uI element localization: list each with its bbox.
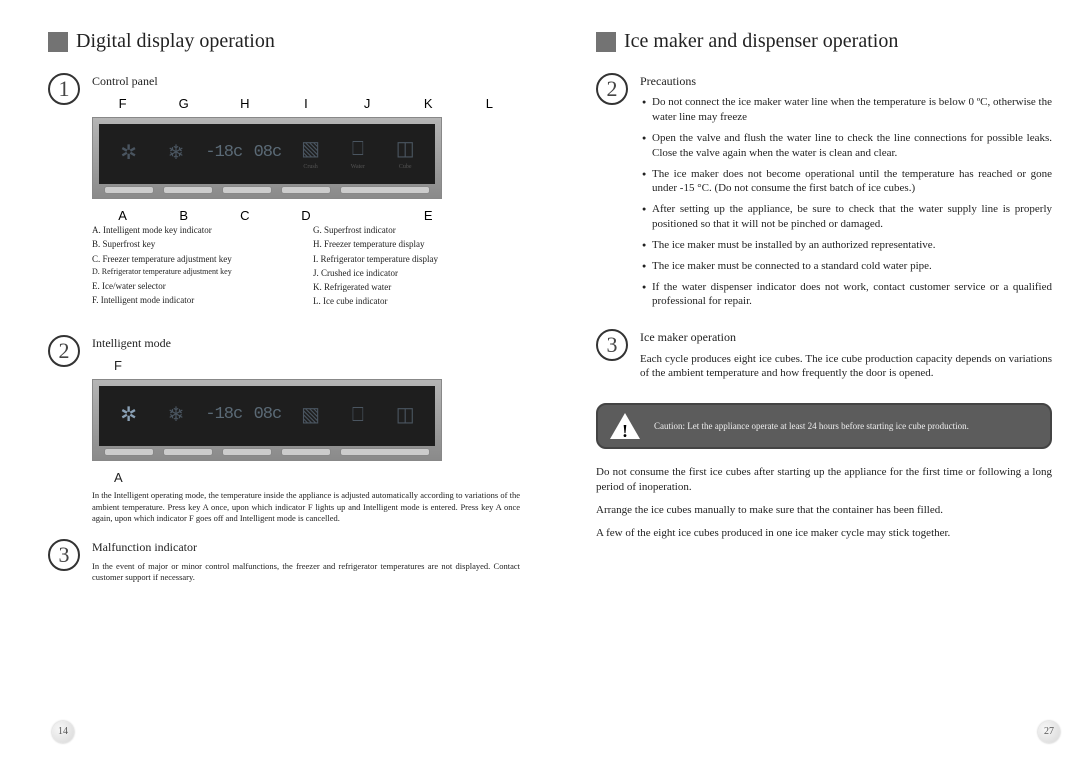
caution-box: Caution: Let the appliance operate at le… (596, 403, 1052, 449)
page-title: Digital display operation (76, 28, 275, 55)
intelligent-mode-body: In the Intelligent operating mode, the t… (92, 490, 520, 524)
heading-right: Ice maker and dispenser operation (596, 28, 1052, 55)
fridge-temp-display: 08c (254, 142, 282, 165)
section-control-panel: 1 Control panel F G H I J K L ✲ ❄ -18c 0… (48, 73, 520, 321)
fridge-temp-display: 08c (254, 404, 282, 427)
water-icon: ⎕ (340, 402, 376, 429)
section-intelligent-mode: 2 Intelligent mode F ✲ ❄ -18c 08c ▧ ⎕ ◫ (48, 335, 520, 525)
step-number-1: 1 (48, 73, 80, 105)
panel-bottom-labels: A B C D E (92, 207, 520, 225)
intelligent-icon: ✲ (111, 402, 147, 429)
panel-button (281, 448, 331, 456)
section-ice-maker-operation: 3 Ice maker operation Each cycle produce… (596, 329, 1052, 389)
list-item: Do not connect the ice maker water line … (642, 95, 1052, 125)
step-number-3: 3 (596, 329, 628, 361)
section-precautions: 2 Precautions Do not connect the ice mak… (596, 73, 1052, 315)
ice-maker-p3: A few of the eight ice cubes produced in… (596, 526, 1052, 541)
precautions-list: Do not connect the ice maker water line … (640, 95, 1052, 309)
crushed-ice-icon: ▧ (293, 402, 329, 429)
control-panel-illustration: ✲ ❄ -18c 08c ▧Crush ⎕Water ◫Cube (92, 117, 442, 199)
panel-button-wide (340, 448, 430, 456)
list-item: Open the valve and flush the water line … (642, 131, 1052, 161)
crushed-ice-icon: ▧Crush (293, 136, 329, 171)
label-a: A (114, 469, 520, 487)
section-title: Control panel (92, 73, 520, 89)
freezer-temp-display: -18c (205, 404, 242, 427)
heading-square-icon (48, 32, 68, 52)
page-number: 27 (1038, 721, 1060, 743)
list-item: The ice maker must be connected to a sta… (642, 259, 1052, 274)
panel-button (222, 186, 272, 194)
section-title: Malfunction indicator (92, 539, 520, 555)
section-malfunction: 3 Malfunction indicator In the event of … (48, 539, 520, 584)
list-item: The ice maker must be installed by an au… (642, 238, 1052, 253)
lcd-display: ✲ ❄ -18c 08c ▧ ⎕ ◫ (99, 386, 435, 446)
heading-left: Digital display operation (48, 28, 520, 55)
panel-button (281, 186, 331, 194)
page-right: Ice maker and dispenser operation 2 Prec… (540, 0, 1080, 763)
cube-icon: ◫Cube (387, 136, 423, 171)
ice-maker-intro: Each cycle produces eight ice cubes. The… (640, 352, 1052, 382)
panel-button (222, 448, 272, 456)
water-icon: ⎕Water (340, 136, 376, 171)
heading-square-icon (596, 32, 616, 52)
malfunction-body: In the event of major or minor control m… (92, 561, 520, 584)
intelligent-panel-illustration: ✲ ❄ -18c 08c ▧ ⎕ ◫ (92, 379, 442, 461)
section-title: Intelligent mode (92, 335, 520, 351)
freezer-temp-display: -18c (205, 142, 242, 165)
intelligent-icon: ✲ (111, 140, 147, 167)
panel-button (104, 186, 154, 194)
panel-buttons (99, 186, 435, 194)
panel-top-labels: F G H I J K L (92, 95, 520, 113)
panel-button (104, 448, 154, 456)
superfrost-icon: ❄ (158, 402, 194, 429)
panel-button (163, 186, 213, 194)
panel-button (163, 448, 213, 456)
step-number-3: 3 (48, 539, 80, 571)
page-number: 14 (52, 721, 74, 743)
section-title: Ice maker operation (640, 329, 1052, 345)
list-item: After setting up the appliance, be sure … (642, 202, 1052, 232)
list-item: If the water dispenser indicator does no… (642, 280, 1052, 310)
cube-icon: ◫ (387, 402, 423, 429)
caution-text: Caution: Let the appliance operate at le… (654, 420, 969, 432)
lcd-display: ✲ ❄ -18c 08c ▧Crush ⎕Water ◫Cube (99, 124, 435, 184)
page-left: Digital display operation 1 Control pane… (0, 0, 540, 763)
ice-maker-p1: Do not consume the first ice cubes after… (596, 465, 1052, 495)
superfrost-icon: ❄ (158, 140, 194, 167)
warning-triangle-icon (610, 413, 640, 439)
control-panel-legend: A. Intelligent mode key indicator B. Sup… (92, 224, 520, 309)
ice-maker-p2: Arrange the ice cubes manually to make s… (596, 503, 1052, 518)
panel-buttons (99, 448, 435, 456)
panel-button-wide (340, 186, 430, 194)
section-title: Precautions (640, 73, 1052, 89)
page-title: Ice maker and dispenser operation (624, 28, 898, 55)
label-f: F (114, 357, 520, 375)
step-number-2: 2 (596, 73, 628, 105)
step-number-2: 2 (48, 335, 80, 367)
list-item: The ice maker does not become operationa… (642, 167, 1052, 197)
